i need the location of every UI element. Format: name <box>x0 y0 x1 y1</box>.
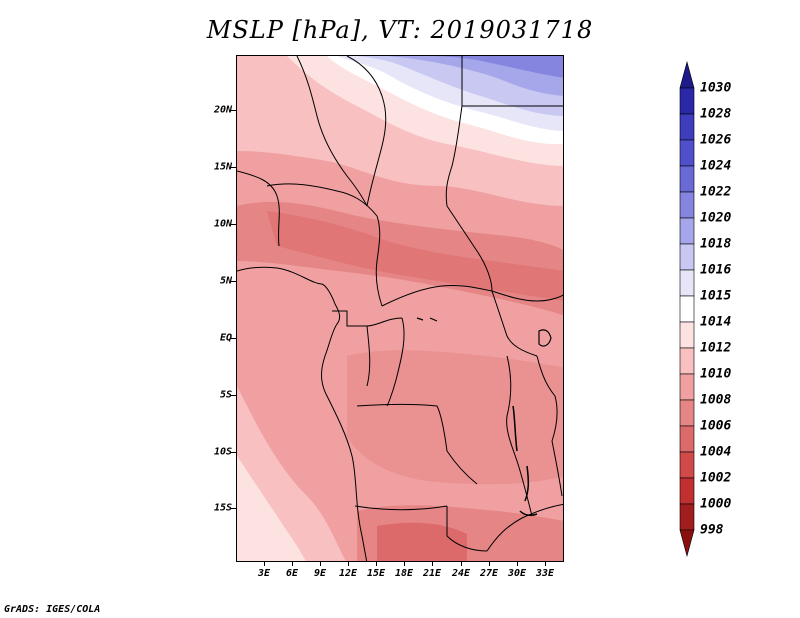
map-panel <box>236 55 564 562</box>
lon-label-9e: 9E <box>313 568 327 579</box>
lon-tick <box>545 562 546 566</box>
lon-tick <box>461 562 462 566</box>
colorbar-label: 1018 <box>700 236 732 252</box>
colorbar-segment <box>679 295 695 323</box>
lon-label-27e: 27E <box>479 568 499 579</box>
lat-tick <box>231 224 236 225</box>
colorbar-label: 1014 <box>700 314 732 330</box>
colorbar-label: 1024 <box>700 158 732 174</box>
colorbar-label: 1008 <box>700 392 732 408</box>
colorbar-label: 1002 <box>700 470 732 486</box>
pressure-band-1004 <box>267 211 563 301</box>
colorbar-segment <box>679 347 695 375</box>
lon-tick <box>320 562 321 566</box>
colorbar-label: 1026 <box>700 132 732 148</box>
lon-label-24e: 24E <box>451 568 471 579</box>
colorbar-segment <box>679 503 695 531</box>
colorbar-label: 1006 <box>700 418 732 434</box>
colorbar-segment <box>679 113 695 141</box>
lat-tick <box>231 281 236 282</box>
colorbar-label: 1028 <box>700 106 732 122</box>
pressure-band-1008-south <box>347 350 563 485</box>
pressure-band-1004-south <box>377 522 467 561</box>
chart-title: MSLP [hPa], VT: 2019031718 <box>206 16 594 44</box>
lon-tick <box>432 562 433 566</box>
colorbar-segment <box>679 269 695 297</box>
colorbar-segment <box>679 477 695 505</box>
mslp-map <box>237 56 563 561</box>
footer-credit: GrADS: IGES/COLA <box>4 604 101 615</box>
colorbar-segment <box>679 191 695 219</box>
colorbar-segments <box>679 60 695 558</box>
lon-tick <box>489 562 490 566</box>
lat-label-10s: 10S <box>213 446 232 458</box>
colorbar-segment <box>679 373 695 401</box>
colorbar-segment <box>679 139 695 167</box>
lat-label-eq: EQ <box>219 332 232 344</box>
lon-tick <box>264 562 265 566</box>
lon-label-3e: 3E <box>257 568 271 579</box>
colorbar-label: 1020 <box>700 210 732 226</box>
colorbar-segment <box>679 217 695 245</box>
lat-tick <box>231 395 236 396</box>
lat-tick <box>231 110 236 111</box>
colorbar-segment <box>679 399 695 427</box>
colorbar-label: 1000 <box>700 496 732 512</box>
lakes <box>416 317 552 516</box>
colorbar-label: 1022 <box>700 184 732 200</box>
colorbar-segment <box>679 87 695 115</box>
lat-label-5s: 5S <box>219 389 232 401</box>
lat-label-5n: 5N <box>219 275 232 287</box>
lat-tick <box>231 338 236 339</box>
colorbar-label: 1012 <box>700 340 732 356</box>
lon-label-30e: 30E <box>507 568 527 579</box>
lon-label-6e: 6E <box>285 568 299 579</box>
colorbar-label: 1010 <box>700 366 732 382</box>
lon-label-21e: 21E <box>422 568 442 579</box>
lat-tick <box>231 452 236 453</box>
lon-label-15e: 15E <box>366 568 386 579</box>
colorbar-label: 1015 <box>700 288 732 304</box>
lon-tick <box>292 562 293 566</box>
pressure-band-1020 <box>427 56 563 78</box>
lon-tick <box>517 562 518 566</box>
colorbar-segment <box>679 425 695 453</box>
lat-tick <box>231 508 236 509</box>
colorbar-segment <box>679 451 695 479</box>
lon-tick <box>404 562 405 566</box>
colorbar-label: 1030 <box>700 80 732 96</box>
lat-label-10n: 10N <box>213 218 232 230</box>
lat-tick <box>231 167 236 168</box>
lon-tick <box>376 562 377 566</box>
colorbar-label: 1016 <box>700 262 732 278</box>
colorbar-segment <box>679 243 695 271</box>
lat-label-15s: 15S <box>213 502 232 514</box>
country-borders <box>237 56 563 561</box>
lon-label-12e: 12E <box>338 568 358 579</box>
pressure-band-1012-sw <box>237 456 306 561</box>
lat-label-15n: 15N <box>213 161 232 173</box>
lon-label-33e: 33E <box>535 568 555 579</box>
colorbar-cap-bottom <box>679 529 695 558</box>
colorbar-cap-top <box>679 60 695 89</box>
lon-label-18e: 18E <box>394 568 414 579</box>
lon-tick <box>348 562 349 566</box>
colorbar-label: 1004 <box>700 444 732 460</box>
colorbar <box>679 60 695 558</box>
colorbar-segment <box>679 165 695 193</box>
lat-label-20n: 20N <box>213 104 232 116</box>
colorbar-label: 998 <box>700 522 724 538</box>
colorbar-segment <box>679 321 695 349</box>
